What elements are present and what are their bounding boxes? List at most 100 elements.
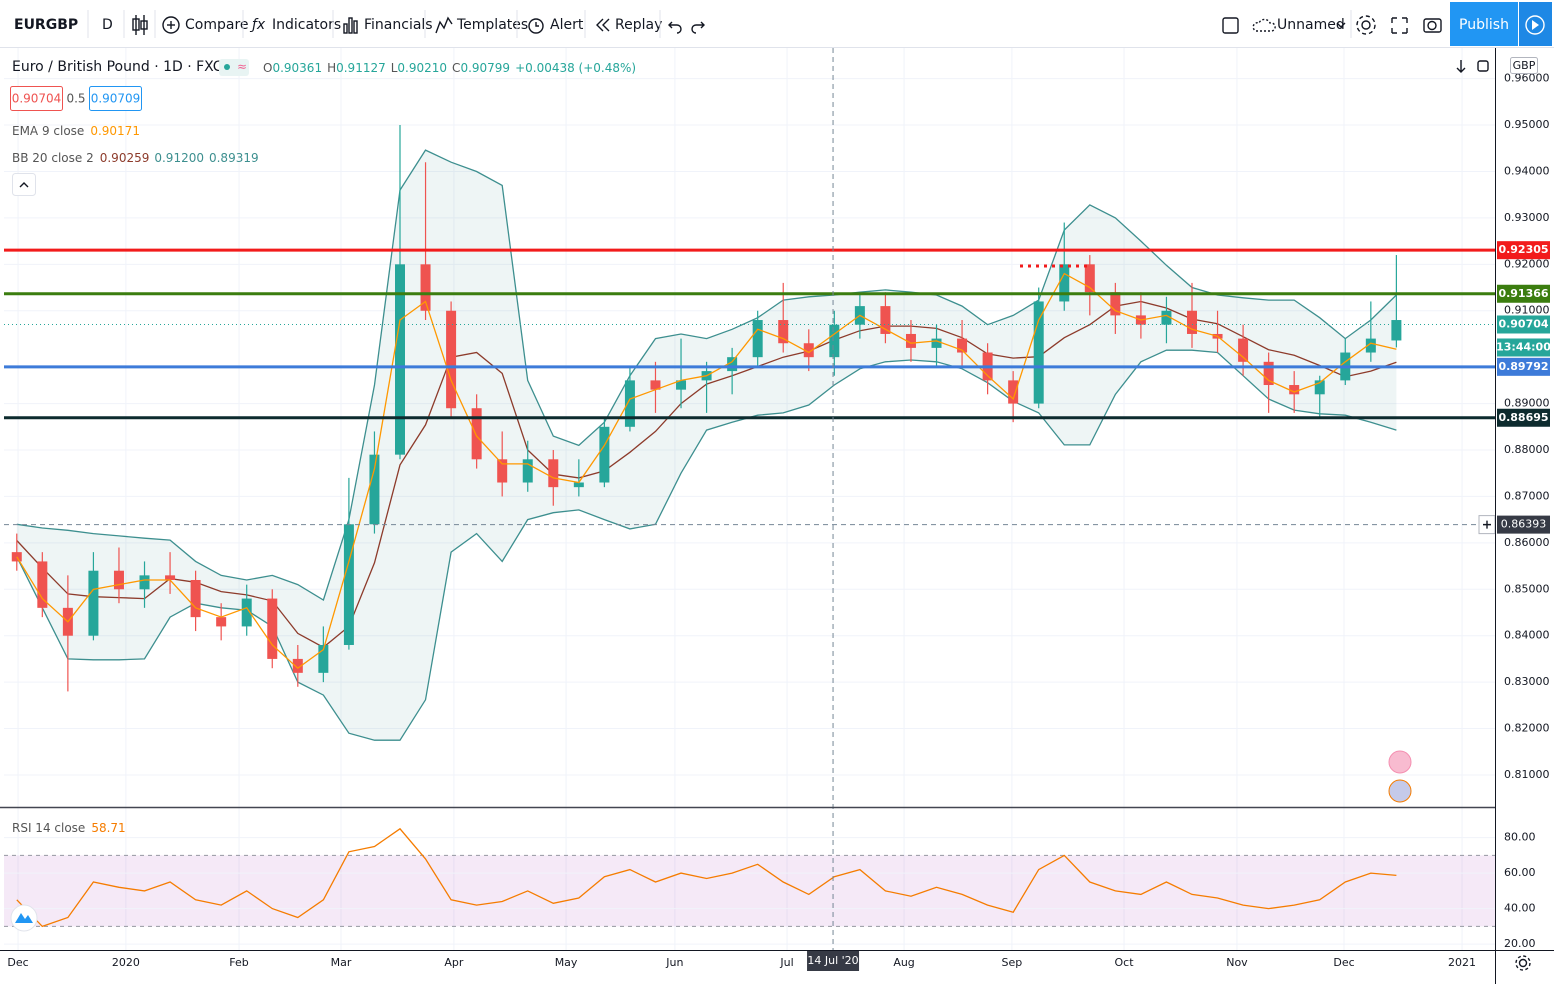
publish-button[interactable] (1450, 2, 1518, 46)
publish-label[interactable]: Publish (1459, 17, 1509, 33)
rsi-tick-label: 60.00 (1504, 866, 1536, 879)
publish-menu-arrow (1532, 20, 1539, 30)
legend-ohlc: O0.90361 H0.91127 L0.90210 C0.90799 +0.00438… (263, 61, 636, 75)
candle-body (394, 264, 405, 455)
fullscreen-button[interactable] (1391, 17, 1408, 34)
y-tick-label: 0.94000 (1504, 164, 1550, 177)
bb-name: BB 20 close 2 (12, 151, 94, 165)
redo-button[interactable] (691, 21, 705, 34)
ema-line (16, 272, 1397, 670)
x-tick-label: 2021 (1448, 956, 1476, 969)
market-open-dot (224, 64, 230, 70)
replay-icon[interactable] (596, 18, 610, 32)
publish-menu-icon (1525, 15, 1545, 35)
toolbar-bg (0, 0, 1554, 48)
alert-icon[interactable] (528, 18, 544, 34)
candle-body (1161, 310, 1172, 325)
rsi-value: 58.71 (91, 821, 125, 835)
ema-legend: EMA 9 close 0.90171 (12, 124, 140, 138)
candle-body (522, 459, 533, 483)
candle-body (573, 482, 584, 488)
financials-button[interactable]: Financials (364, 17, 433, 33)
interval[interactable]: D (102, 17, 113, 33)
layout-menu[interactable] (1336, 22, 1346, 28)
price-tag-label: 0.92305 (1498, 243, 1548, 256)
select-box[interactable] (1222, 17, 1239, 34)
candle-body (1289, 385, 1300, 395)
ohlc-key: H (327, 61, 336, 75)
ohlc-value: 0.90799 (460, 61, 510, 75)
x-tick-label: Nov (1226, 956, 1248, 969)
status-icon: ≈ (237, 60, 247, 74)
candle-body (599, 426, 610, 483)
rsi-band (4, 855, 1495, 927)
y-tick-label: 0.95000 (1504, 118, 1550, 131)
candle-body (1365, 338, 1376, 353)
candle-body (803, 343, 814, 358)
bb-basis-value: 0.90259 (100, 151, 150, 165)
rsi-tick-label: 80.00 (1504, 831, 1536, 844)
sell-button[interactable] (10, 86, 63, 111)
candle-body (880, 306, 891, 334)
legend-title: Euro / British Pound · 1D · FXCM (12, 59, 235, 75)
axis-settings[interactable] (1515, 955, 1531, 971)
scroll-button[interactable] (1456, 60, 1466, 73)
countdown-tag (1497, 338, 1550, 357)
y-tick-label: 0.88000 (1504, 443, 1550, 456)
price-tag-label: 0.91366 (1498, 287, 1548, 300)
candle-body (676, 380, 687, 390)
candle-body (1391, 320, 1402, 341)
compare-icon[interactable] (162, 16, 180, 34)
indicators-button[interactable]: Indicators (272, 17, 341, 33)
candle-body (1008, 380, 1019, 404)
y-tick-label: 0.86000 (1504, 536, 1550, 549)
y-tick-label: 0.83000 (1504, 675, 1550, 688)
indicators-icon[interactable]: ƒx (249, 17, 266, 33)
currency[interactable]: GBP (1513, 59, 1536, 72)
y-tick-label: 0.93000 (1504, 211, 1550, 224)
reset-button[interactable] (1477, 60, 1489, 72)
x-tick-label: Feb (229, 956, 248, 969)
candle-body (1110, 292, 1121, 316)
candle-body (931, 338, 942, 348)
collapse-legend[interactable] (12, 173, 36, 196)
templates-icon[interactable] (435, 16, 453, 34)
candle-body (1084, 264, 1095, 293)
alert-button[interactable]: Alert (550, 17, 584, 33)
financials-icon[interactable] (343, 17, 358, 34)
compare-button[interactable]: Compare (185, 17, 249, 33)
symbol[interactable]: EURGBP (14, 17, 78, 33)
rsi-tick-label: 40.00 (1504, 902, 1536, 915)
buy-price[interactable]: 0.90709 (91, 92, 141, 106)
ema-value: 0.90171 (90, 124, 140, 138)
currency-box[interactable] (1510, 57, 1538, 74)
buy-button[interactable] (89, 86, 142, 111)
price-tag (1497, 241, 1550, 260)
settings-button[interactable] (1356, 15, 1376, 35)
ohlc-value: 0.90361 (272, 61, 322, 75)
candle-body (829, 324, 840, 358)
crosshair-price-label: 0.86393 (1501, 518, 1547, 531)
candle-body (292, 658, 303, 673)
chart-style-icon[interactable] (132, 15, 148, 35)
bb-fill (16, 150, 1397, 741)
spread: 0.5 (66, 92, 85, 106)
x-tick-label: Dec (1333, 956, 1354, 969)
layout-name[interactable]: Unnamed (1277, 17, 1345, 33)
price-tag (1497, 284, 1550, 303)
sell-price[interactable]: 0.90704 (12, 92, 62, 106)
event-bubble[interactable] (1388, 779, 1412, 803)
event-bubble[interactable] (1388, 750, 1412, 774)
undo-button[interactable] (668, 21, 682, 34)
ohlc-key: L (391, 61, 398, 75)
x-tick-label: Dec (7, 956, 28, 969)
replay-button[interactable]: Replay (615, 17, 662, 33)
candle-body (1033, 301, 1044, 404)
templates-button[interactable]: Templates (456, 17, 528, 33)
bb-upper-value: 0.91200 (154, 151, 204, 165)
y-tick-label: 0.82000 (1504, 722, 1550, 735)
y-tick-label: 0.87000 (1504, 489, 1550, 502)
rsi-name: RSI 14 close (12, 821, 85, 835)
bb-legend: BB 20 close 2 0.90259 0.91200 0.89319 (12, 151, 259, 165)
snapshot-button[interactable] (1423, 18, 1442, 33)
